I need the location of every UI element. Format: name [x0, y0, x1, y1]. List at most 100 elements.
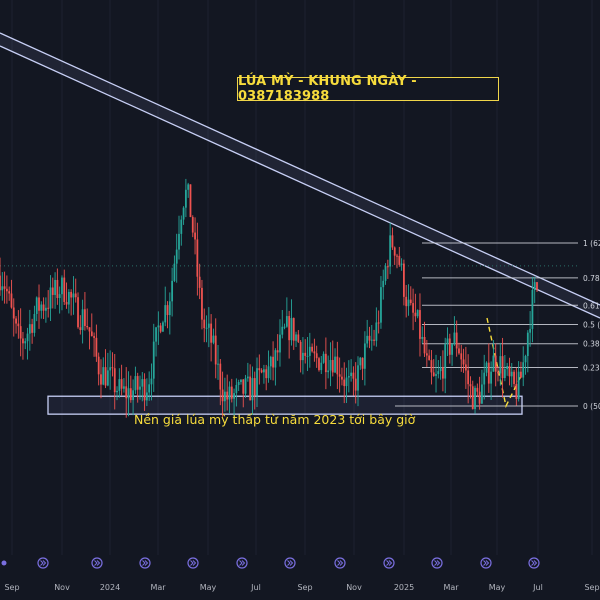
- candle-body-213: [487, 362, 490, 384]
- candle-body-148: [338, 374, 341, 377]
- candle-body-174: [398, 255, 401, 265]
- candle-body-98: [223, 391, 226, 402]
- support-zone: [47, 395, 523, 415]
- candle-body-67: [152, 341, 155, 379]
- candle-body-51: [116, 390, 118, 393]
- candle-body-113: [258, 368, 261, 371]
- candle-body-83: [189, 184, 192, 218]
- candle-body-10: [22, 338, 24, 344]
- event-marker-icon-3: [190, 560, 197, 566]
- candle-body-112: [256, 368, 258, 396]
- candle-body-179: [409, 299, 412, 304]
- event-marker-icon-9: [483, 560, 490, 566]
- x-tick-label-8: 2025: [394, 583, 414, 592]
- candle-body-185: [423, 336, 426, 354]
- candle-body-95: [217, 363, 219, 365]
- candle-body-182: [416, 310, 419, 317]
- candle-body-119: [272, 356, 274, 368]
- event-marker-0: [37, 557, 49, 569]
- candle-body-7: [15, 318, 17, 324]
- candle-body-66: [150, 378, 153, 385]
- candle-body-227: [520, 371, 522, 378]
- candle-body-215: [492, 355, 495, 372]
- x-tick-label-7: Nov: [346, 583, 362, 592]
- candle-body-141: [322, 353, 325, 363]
- x-tick-label-5: Jul: [250, 583, 261, 592]
- candle-body-1: [1, 286, 4, 291]
- candle-body-205: [469, 384, 472, 387]
- candle-body-58: [132, 390, 135, 401]
- candle-body-23: [51, 287, 54, 295]
- trend-line-upper: [0, 32, 600, 306]
- candle-body-25: [56, 279, 59, 298]
- candle-body-0: [0, 275, 1, 291]
- candle-body-223: [510, 371, 513, 377]
- candle-body-144: [329, 359, 332, 371]
- support-annotation: Nền giá lúa mỳ thấp từ năm 2023 tới bây …: [134, 412, 416, 427]
- candle-body-164: [375, 322, 378, 341]
- candle-body-62: [141, 379, 144, 387]
- candle-body-168: [384, 266, 387, 281]
- candle-body-84: [191, 217, 194, 233]
- candle-body-70: [159, 325, 162, 332]
- candle-body-189: [432, 372, 435, 376]
- x-tick-label-0: Sep: [4, 583, 19, 592]
- candle-body-211: [483, 372, 486, 385]
- candle-body-49: [111, 367, 114, 369]
- candle-body-17: [38, 297, 40, 311]
- x-tick-label-4: May: [200, 583, 217, 592]
- candle-body-231: [529, 328, 532, 333]
- candle-body-153: [350, 372, 353, 377]
- x-tick-label-12: Sep: [584, 583, 599, 592]
- candle-body-218: [499, 356, 502, 374]
- candle-body-109: [249, 376, 252, 401]
- candle-body-202: [462, 359, 465, 365]
- trend-channel-fill: [0, 33, 600, 318]
- candle-body-134: [306, 355, 309, 357]
- candle-body-43: [97, 356, 100, 375]
- candle-body-2: [3, 286, 6, 289]
- candle-body-201: [460, 353, 463, 360]
- candle-body-39: [88, 327, 91, 332]
- event-marker-icon-5: [287, 560, 294, 566]
- candle-body-104: [237, 382, 240, 386]
- candle-body-72: [164, 305, 167, 323]
- candle-body-12: [26, 333, 29, 342]
- candle-body-86: [196, 239, 199, 277]
- candle-body-50: [113, 368, 116, 393]
- event-marker-icon-4: [239, 560, 246, 566]
- candle-body-142: [324, 353, 327, 373]
- candle-body-198: [453, 332, 456, 345]
- candle-body-68: [155, 327, 157, 342]
- candle-body-172: [393, 247, 396, 256]
- event-marker-1: [91, 557, 103, 569]
- candle-body-80: [182, 207, 185, 220]
- candle-body-122: [279, 334, 281, 353]
- event-marker-icon-6: [337, 560, 344, 566]
- candle-body-47: [106, 370, 109, 386]
- candle-body-81: [184, 189, 187, 208]
- candle-body-157: [359, 357, 362, 366]
- candle-body-127: [290, 318, 293, 341]
- event-marker-partial: [1, 560, 7, 566]
- candle-body-186: [425, 353, 428, 356]
- candle-body-199: [455, 332, 458, 349]
- candle-body-16: [35, 297, 38, 314]
- candle-body-102: [233, 393, 235, 399]
- candle-body-4: [8, 291, 11, 294]
- candle-body-44: [100, 374, 102, 385]
- candle-body-40: [90, 331, 93, 337]
- candle-body-183: [419, 310, 421, 339]
- candle-body-133: [304, 352, 307, 356]
- x-tick-label-11: Jul: [532, 583, 543, 592]
- x-tick-label-9: Mar: [443, 583, 459, 592]
- candle-body-97: [221, 389, 224, 402]
- candle-body-93: [212, 335, 215, 343]
- event-marker-10: [528, 557, 540, 569]
- candle-body-166: [380, 287, 382, 323]
- candle-body-107: [244, 378, 247, 394]
- candle-body-75: [171, 280, 174, 302]
- fib-label-2: 0.61: [583, 301, 600, 310]
